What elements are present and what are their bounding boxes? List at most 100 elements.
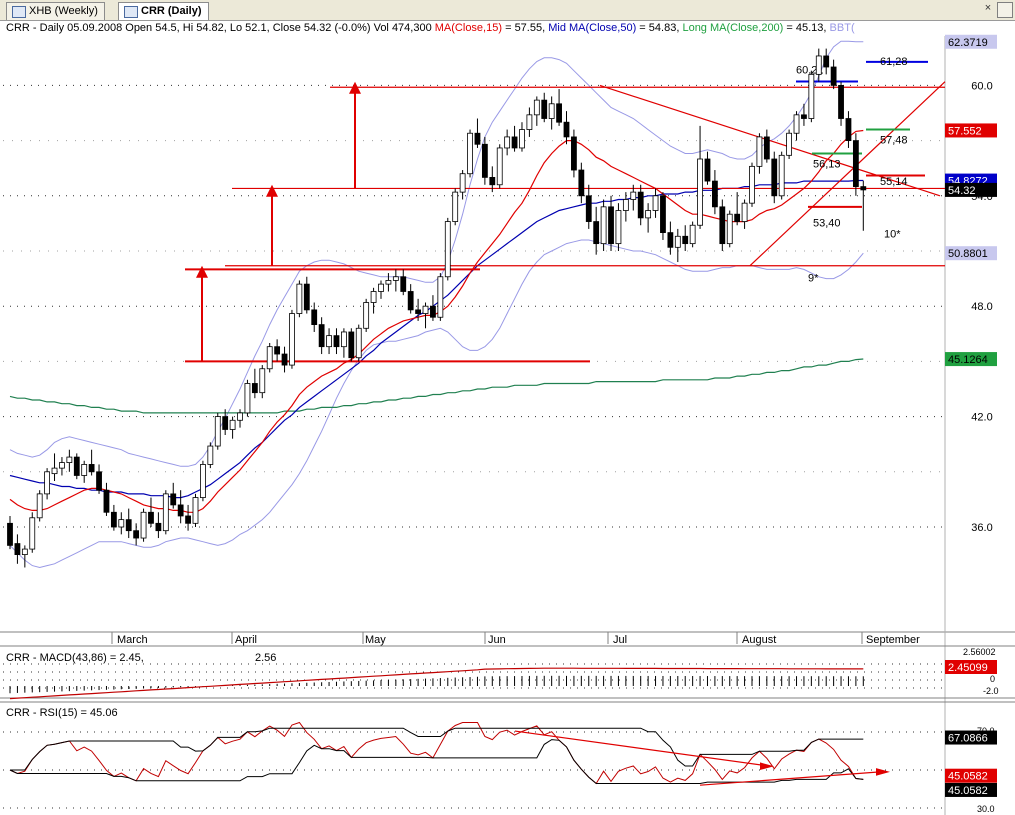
month-label: Jun xyxy=(488,634,506,646)
candle-down xyxy=(185,515,191,524)
candle-up xyxy=(192,497,199,524)
candle-down xyxy=(823,55,830,68)
rsi-uptrend-line xyxy=(699,771,881,786)
arrow-base-head xyxy=(196,265,208,278)
candle-up xyxy=(59,462,65,469)
header-ma200-label: Long MA(Close,200) xyxy=(682,22,784,34)
tab-xhb-weekly[interactable]: XHB (Weekly) xyxy=(6,2,105,20)
price-badge-label: 54.32 xyxy=(948,185,976,197)
rsi-uptrend-arrowhead xyxy=(876,768,890,776)
candle-up xyxy=(214,416,221,447)
candle-down xyxy=(14,543,21,555)
month-label: March xyxy=(117,634,148,646)
candle-up xyxy=(162,493,169,532)
candle-down xyxy=(556,103,562,123)
candle-up xyxy=(237,412,243,421)
candle-down xyxy=(763,136,770,160)
candle-up xyxy=(363,302,370,329)
candle-down xyxy=(667,232,674,248)
candle-down xyxy=(704,158,711,182)
candle-up xyxy=(808,73,815,119)
candle-up xyxy=(437,276,444,318)
macd-axis-mid: 0 xyxy=(990,674,995,684)
candle-up xyxy=(630,191,637,200)
ma200-line xyxy=(9,358,864,414)
header-low: 52.1 xyxy=(245,22,267,34)
candle-up xyxy=(786,132,792,156)
candle-up xyxy=(519,129,525,149)
candle-up xyxy=(496,147,503,186)
candle-up xyxy=(652,195,659,211)
month-label: May xyxy=(365,634,386,646)
candle-down xyxy=(133,530,140,539)
tab-crr-daily[interactable]: CRR (Daily) xyxy=(118,2,209,20)
rsi-label: CRR - RSI(15) = 45.06 xyxy=(6,707,118,719)
downtrend-line xyxy=(599,84,941,197)
candle-up xyxy=(548,103,555,119)
candle-down xyxy=(734,213,741,222)
candle-up xyxy=(756,136,763,167)
label-55-14: 55,14 xyxy=(880,176,908,188)
candle-down xyxy=(155,522,162,532)
candle-down xyxy=(125,519,132,532)
candle-up xyxy=(140,511,147,539)
macd-axis-bottom: -2.0 xyxy=(983,686,999,696)
candle-up xyxy=(533,99,540,116)
header-ma50-label: Mid MA(Close,50) xyxy=(548,22,637,34)
candle-down xyxy=(303,283,310,311)
candle-down xyxy=(7,522,13,546)
macd-badge xyxy=(945,660,997,674)
candle-up xyxy=(378,283,384,292)
candle-down xyxy=(481,143,488,178)
candle-down xyxy=(593,221,600,245)
candle-up xyxy=(645,210,652,219)
candle-down xyxy=(73,456,80,476)
candle-down xyxy=(474,132,481,145)
candle-down xyxy=(682,235,689,245)
candle-down xyxy=(571,136,577,171)
candle-down xyxy=(712,180,718,208)
candle-up xyxy=(674,235,681,248)
ma50-line xyxy=(9,179,864,499)
chart-tab-icon xyxy=(124,6,138,18)
candle-up xyxy=(459,173,466,193)
candle-down xyxy=(318,324,325,348)
header-ma200-value: 45.13 xyxy=(795,22,824,34)
header-date: 05.09.2008 xyxy=(67,22,123,34)
candle-up xyxy=(21,548,28,556)
candle-down xyxy=(170,493,177,506)
candle-down xyxy=(860,186,867,191)
candle-down xyxy=(148,511,154,524)
close-icon[interactable]: × xyxy=(984,2,992,14)
candle-down xyxy=(96,471,102,491)
candle-down xyxy=(563,121,570,138)
candle-up xyxy=(296,283,303,314)
rsi-badge-black xyxy=(945,782,997,797)
candle-up xyxy=(452,191,459,222)
candle-down xyxy=(333,335,340,348)
header-period: Daily xyxy=(39,22,65,34)
candle-up xyxy=(66,456,73,463)
window-control[interactable] xyxy=(997,2,1013,18)
candle-up xyxy=(29,517,36,550)
price-badge xyxy=(945,34,997,49)
candle-down xyxy=(578,169,585,197)
month-label: September xyxy=(866,634,920,646)
rsi-downtrend-arrowhead xyxy=(760,762,774,770)
price-tick-label: 36.0 xyxy=(971,522,992,534)
candle-up xyxy=(526,114,533,130)
candle-up xyxy=(815,55,822,75)
candle-down xyxy=(103,489,110,513)
candle-down xyxy=(489,176,496,186)
rsi-axis-bottom: 30.0 xyxy=(977,804,995,814)
candle-up xyxy=(81,464,88,476)
rsi-badge-upper xyxy=(945,730,997,745)
candle-up xyxy=(422,305,429,314)
rsi-upper-envelope xyxy=(10,727,864,771)
price-tick-label: 48.0 xyxy=(971,301,992,313)
price-badge xyxy=(945,246,997,261)
macd-value2: 2.56 xyxy=(255,652,276,664)
label-57-48: 57,48 xyxy=(880,135,908,147)
candle-up xyxy=(749,165,755,204)
